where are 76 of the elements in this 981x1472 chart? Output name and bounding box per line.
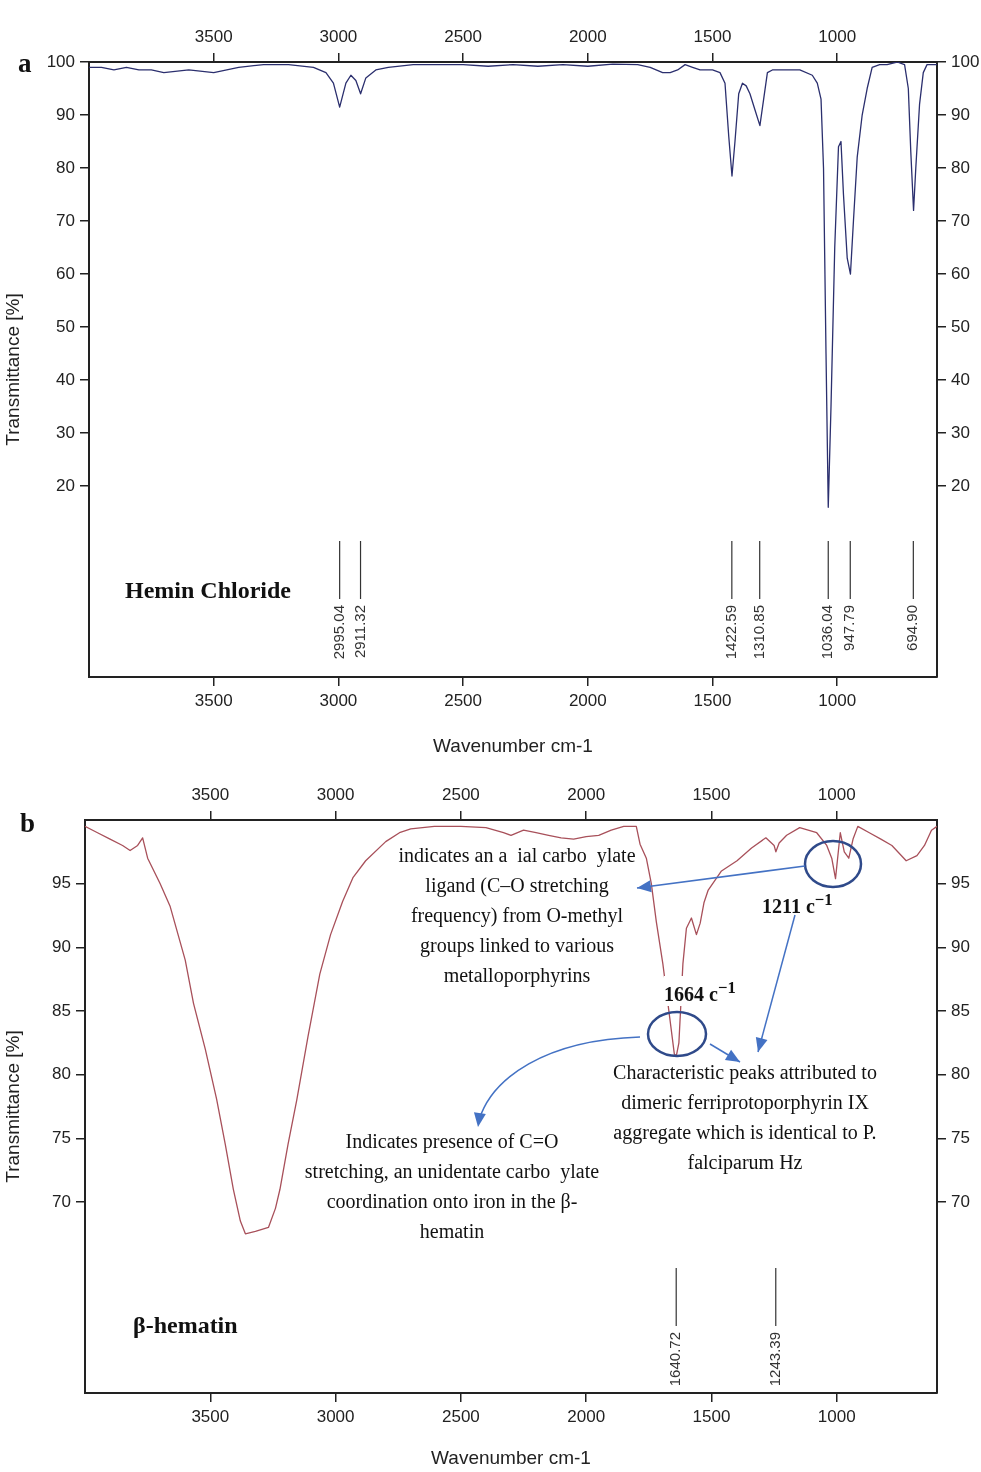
y2-tick-label: 80 — [951, 157, 970, 177]
x-tick-label: 3500 — [191, 1406, 230, 1426]
x-tick-label: 1500 — [693, 690, 732, 710]
x2-tick-label: 2500 — [441, 785, 480, 805]
x2-tick-label: 1000 — [817, 785, 856, 805]
y2-tick-label: 90 — [951, 937, 970, 957]
ref-line-label: 694.90 — [903, 605, 921, 651]
y2-tick-label: 95 — [951, 873, 970, 893]
ref-line-label: 2911.32 — [350, 605, 368, 659]
x2-tick-label: 2000 — [568, 27, 607, 47]
ref-line-label: 1243.39 — [765, 1332, 783, 1387]
y-tick-label: 40 — [56, 369, 75, 389]
y-tick-label: 95 — [52, 873, 71, 893]
x2-tick-label: 3000 — [316, 785, 355, 805]
y-tick-label: 70 — [52, 1191, 71, 1211]
y-tick-label: 85 — [52, 1000, 71, 1020]
y2-tick-label: 30 — [951, 422, 970, 442]
y-tick-label: 75 — [52, 1128, 71, 1148]
y-tick-label: 90 — [52, 937, 71, 957]
annotation: Hemin Chloride — [125, 576, 291, 605]
y2-tick-label: 80 — [951, 1064, 970, 1084]
x-tick-label: 3000 — [316, 1406, 355, 1426]
x2-tick-label: 2000 — [567, 785, 606, 805]
y2-tick-label: 20 — [951, 475, 970, 495]
text: a — [18, 48, 32, 78]
ref-line-label: 1310.85 — [749, 605, 767, 660]
x-tick-label: 2000 — [567, 1406, 606, 1426]
y2-tick-label: 85 — [951, 1000, 970, 1020]
ref-line-label: 1640.72 — [666, 1332, 684, 1387]
y-tick-label: 30 — [56, 422, 75, 442]
x-axis-title: Wavenumber cm-1 — [433, 734, 593, 756]
y2-tick-label: 70 — [951, 1191, 970, 1211]
x-tick-label: 3000 — [319, 690, 358, 710]
annotation: β-hematin — [133, 1311, 238, 1340]
x-tick-label: 1000 — [817, 1406, 856, 1426]
x2-tick-label: 3500 — [191, 785, 230, 805]
y2-tick-label: 50 — [951, 316, 970, 336]
x-tick-label: 1500 — [692, 1406, 731, 1426]
y-axis-title: Transmittance [%] — [1, 1030, 23, 1183]
x-tick-label: 3500 — [194, 690, 233, 710]
x2-tick-label: 1000 — [818, 27, 857, 47]
y-tick-label: 60 — [56, 263, 75, 283]
y-axis-title: Transmittance [%] — [1, 293, 23, 446]
annotation: 1211 c$^{−1}$ — [762, 888, 833, 918]
x-axis-title: Wavenumber cm-1 — [431, 1446, 591, 1468]
x2-tick-label: 3500 — [194, 27, 233, 47]
x2-tick-label: 2500 — [444, 27, 483, 47]
y-tick-label: 70 — [56, 210, 75, 230]
annotation: indicates an a ial carbo ylate ligand (C–O stretching frequency) from O-methyl groups linked to various metalloporphyrins — [397, 843, 637, 989]
y-tick-label: 50 — [56, 316, 75, 336]
ref-line-label: 2995.04 — [329, 605, 347, 660]
text: b — [20, 808, 36, 838]
y2-tick-label: 40 — [951, 369, 970, 389]
x-tick-label: 2500 — [441, 1406, 480, 1426]
y2-tick-label: 75 — [951, 1128, 970, 1148]
y-tick-label: 90 — [56, 104, 75, 124]
x-tick-label: 2500 — [444, 690, 483, 710]
y2-tick-label: 90 — [951, 104, 970, 124]
ref-line-label: 1422.59 — [721, 605, 739, 660]
y-tick-label: 80 — [56, 157, 75, 177]
y2-tick-label: 100 — [951, 51, 980, 71]
annotation: Indicates presence of C=O stretching, an unidentate carbo ylate coordination onto iron in the β-hematin — [303, 1129, 601, 1244]
ref-line-label: 1036.04 — [818, 605, 836, 660]
x-tick-label: 2000 — [568, 690, 607, 710]
x2-tick-label: 1500 — [693, 27, 732, 47]
x2-tick-label: 3000 — [319, 27, 358, 47]
ref-line-label: 947.79 — [840, 605, 858, 651]
annotation: 1664 c$^{−1}$ — [664, 976, 736, 1006]
x-tick-label: 1000 — [818, 690, 857, 710]
y-tick-label: 20 — [56, 475, 75, 495]
y-tick-label: 100 — [46, 51, 75, 71]
annotation: Characteristic peaks attributed to dimeric ferriprotoporphyrin IX aggregate which is identical to P. falciparum Hz — [612, 1060, 878, 1176]
y2-tick-label: 60 — [951, 263, 970, 283]
y2-tick-label: 70 — [951, 210, 970, 230]
y-tick-label: 80 — [52, 1064, 71, 1084]
x2-tick-label: 1500 — [692, 785, 731, 805]
